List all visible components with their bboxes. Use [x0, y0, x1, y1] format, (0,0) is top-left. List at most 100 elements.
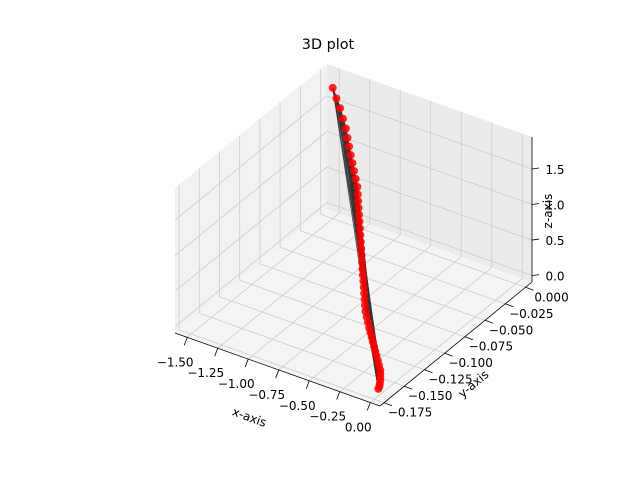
y-tick-mark [484, 319, 494, 324]
data-point [338, 114, 347, 123]
chart-title: 3D plot [302, 37, 355, 53]
data-point [355, 210, 364, 219]
data-point [348, 159, 357, 168]
z-tick-mark [531, 238, 540, 241]
data-point [336, 104, 345, 113]
x-axis-label: x-axis [230, 405, 268, 430]
y-tick-mark [383, 402, 393, 407]
x-grid-line [247, 90, 401, 360]
y-tick-mark [404, 385, 413, 390]
tick-labels: −1.50−1.25−1.00−0.75−0.50−0.250.00 −0.175… [157, 163, 569, 435]
data-point [353, 182, 362, 191]
axis-edges [174, 137, 533, 407]
z-grid-line [174, 202, 533, 327]
y-tick-label: −0.050 [489, 323, 533, 337]
back-pane [327, 64, 532, 282]
x-grid-line [278, 100, 432, 371]
y-grid-line [299, 85, 506, 305]
z-tick-label: 0.5 [545, 234, 564, 248]
axes-panes [175, 64, 532, 406]
y-tick-label: −0.150 [408, 389, 452, 403]
data-point [332, 94, 341, 103]
y-axis-line [379, 281, 533, 407]
y-grid-line [178, 184, 385, 404]
data-point [345, 142, 354, 151]
x-grid-line [339, 122, 493, 392]
z-grid-line [174, 166, 533, 292]
y-grid-line [219, 151, 425, 371]
grid-lines [174, 68, 533, 404]
data-point [355, 224, 364, 233]
y-tick-label: 0.000 [534, 290, 568, 304]
z-tick-label: 0.0 [545, 270, 564, 284]
data-point [357, 251, 366, 260]
data-point [356, 237, 365, 246]
data-point [360, 295, 369, 304]
x-tick-mark [336, 391, 341, 400]
x-axis-line [174, 332, 381, 407]
data-point [328, 83, 337, 92]
y-tick-mark [505, 303, 514, 308]
x-tick-mark [244, 358, 249, 368]
y-grid-line [198, 168, 405, 387]
data-point [353, 190, 362, 199]
x-tick-label: 0.00 [345, 421, 372, 435]
y-grid-line [279, 102, 486, 321]
data-point [359, 283, 368, 292]
data-point [355, 217, 364, 226]
y-tick-label: −0.100 [448, 356, 492, 370]
data-point [346, 151, 355, 160]
z-tick-mark [531, 167, 540, 170]
z-tick-label: 1.5 [545, 163, 564, 177]
data-point [357, 244, 366, 253]
z-tick-mark [531, 203, 540, 205]
x-grid-line [369, 133, 523, 403]
data-point [358, 258, 367, 267]
data-point [356, 231, 365, 240]
data-point [374, 384, 383, 393]
z-axis-label: z-axis [541, 194, 555, 229]
x-tick-label: −0.25 [309, 410, 346, 424]
data-point [341, 124, 350, 133]
floor-pane [175, 209, 532, 406]
x-tick-mark [183, 337, 188, 346]
data-point [354, 197, 363, 206]
x-grid-line [308, 111, 462, 382]
z-tick-mark [531, 274, 540, 276]
z-tick-label: 1.0 [545, 199, 564, 213]
z-grid-line [174, 95, 533, 221]
x-tick-mark [214, 348, 219, 357]
data-point [351, 174, 360, 183]
y-grid-line [259, 118, 466, 338]
x-tick-label: −0.50 [279, 399, 316, 413]
data-point [358, 271, 367, 280]
y-tick-label: −0.175 [388, 406, 432, 420]
x-grid-line [217, 79, 371, 349]
y-grid-line [320, 69, 526, 288]
data-point [361, 301, 370, 310]
data-point [359, 277, 368, 286]
y-tick-mark [444, 352, 453, 357]
x-tick-label: −0.75 [248, 388, 285, 402]
y-tick-label: −0.025 [509, 307, 553, 321]
data-point [350, 167, 359, 176]
x-tick-mark [275, 369, 280, 379]
y-tick-mark [424, 369, 433, 374]
data-point [360, 289, 369, 298]
y-grid-line [239, 135, 445, 354]
data-point [354, 203, 363, 212]
x-tick-label: −1.50 [157, 355, 194, 369]
data-point [358, 264, 367, 273]
z-grid-line [174, 131, 533, 256]
data-point [343, 133, 352, 142]
x-tick-label: −1.00 [218, 377, 255, 391]
x-tick-label: −1.25 [187, 366, 224, 380]
x-tick-mark [305, 380, 310, 389]
x-tick-mark [366, 402, 371, 411]
left-pane [175, 64, 327, 333]
y-tick-mark [464, 336, 474, 341]
series-points [328, 83, 385, 393]
y-tick-label: −0.075 [469, 340, 513, 354]
y-tick-label: −0.125 [428, 373, 472, 387]
